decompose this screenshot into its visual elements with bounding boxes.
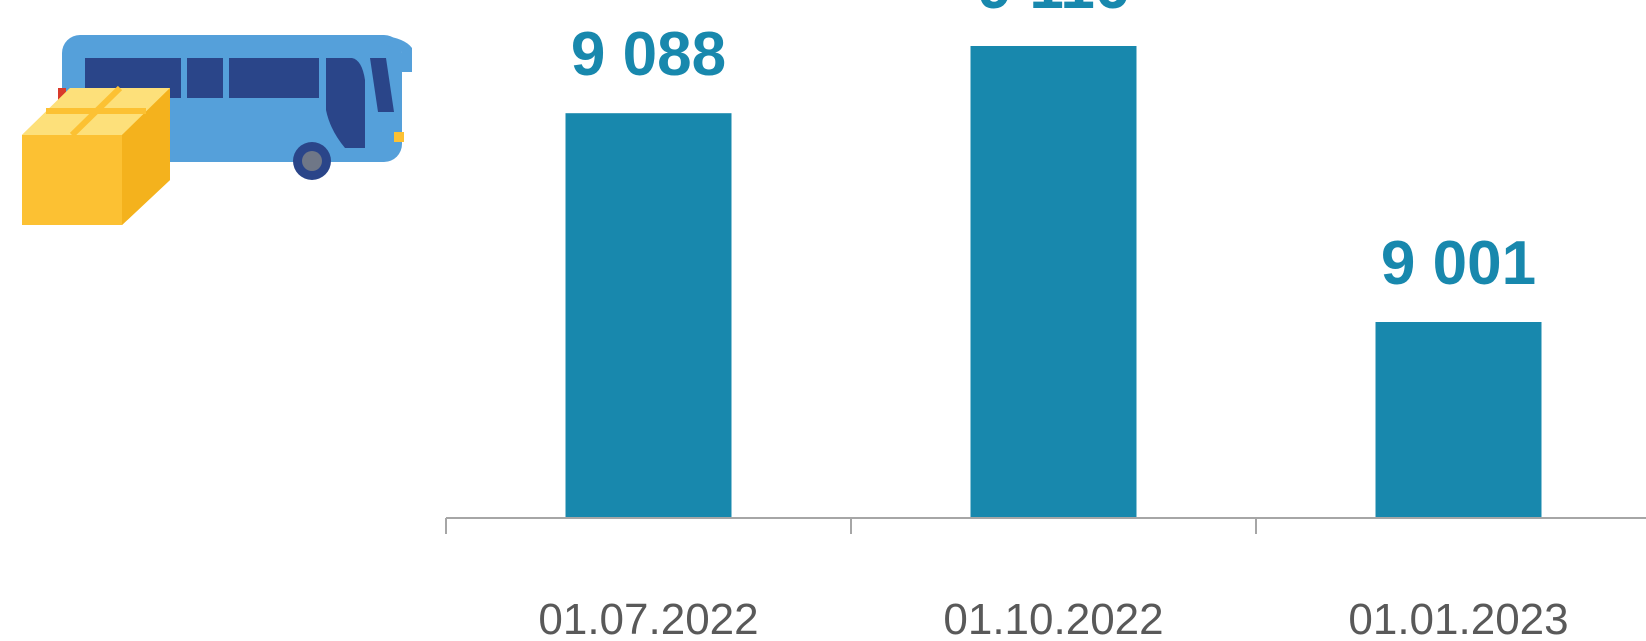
data-label-1: 9 088 (571, 20, 726, 89)
data-label-3: 9 001 (1381, 229, 1536, 298)
bar-2 (970, 46, 1137, 518)
x-tick-label-1: 01.07.2022 (538, 595, 758, 641)
parcel-box-icon (22, 85, 170, 225)
data-label-2: 9 116 (978, 0, 1130, 22)
bar-3 (1375, 322, 1542, 518)
x-tick-label-3: 01.01.2023 (1348, 595, 1568, 641)
x-tick-label-2: 01.10.2022 (943, 595, 1163, 641)
bar-1 (565, 113, 732, 518)
